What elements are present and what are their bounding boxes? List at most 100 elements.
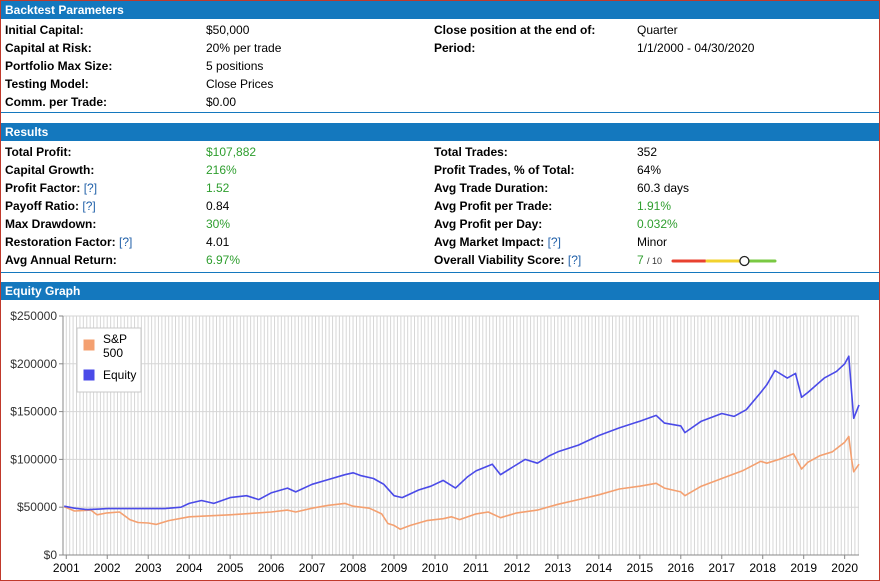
backtest-param-label-text: Initial Capital: [5,23,84,37]
backtest-param-value: 5 positions [206,59,264,73]
x-tick-label: 2012 [504,561,531,575]
result-label-text: Profit Trades, % of Total: [434,163,575,177]
legend-swatch [82,368,96,382]
result-label-text: Restoration Factor: [5,235,116,249]
backtest-param-value: 20% per trade [206,41,282,55]
backtest-param-label: Capital at Risk: [5,39,92,57]
legend-swatch [82,338,96,352]
result-label: Avg Annual Return: [5,251,117,269]
y-tick-label: $150000 [10,405,57,419]
result-value: 352 [637,145,658,159]
result-label-text: Payoff Ratio: [5,199,80,213]
result-value: 1.91% [637,199,672,213]
divider [1,272,879,273]
backtest-parameters-header: Backtest Parameters [1,1,879,19]
result-label-text: Avg Profit per Trade: [434,199,553,213]
backtest-param-label: Initial Capital: [5,21,84,39]
result-label: Max Drawdown: [5,215,96,233]
result-label: Total Trades: [434,143,508,161]
x-tick-label: 2007 [299,561,326,575]
help-link[interactable]: [?] [547,235,561,249]
backtest-param-label: Portfolio Max Size: [5,57,112,75]
result-label: Capital Growth: [5,161,94,179]
backtest-param-label: Close position at the end of: [434,21,595,39]
result-label-text: Capital Growth: [5,163,95,177]
result-value: Minor [637,235,668,249]
viability-row: Overall Viability Score: [?] [434,251,581,269]
result-label-text: Max Drawdown: [5,217,97,231]
help-link[interactable]: [?] [82,199,96,213]
result-label-text: Avg Profit per Day: [434,217,543,231]
backtest-param-label-text: Comm. per Trade: [5,95,108,109]
result-label: Payoff Ratio: [?] [5,197,96,215]
help-link[interactable]: [?] [119,235,133,249]
result-label-text: Total Profit: [5,145,72,159]
x-tick-label: 2020 [831,561,858,575]
result-label-text: Avg Market Impact: [434,235,545,249]
result-value: 64% [637,163,662,177]
result-label: Avg Market Impact: [?] [434,233,561,251]
result-value: $107,882 [206,145,257,159]
viability-help-link[interactable]: [?] [567,253,582,267]
backtest-param-value: $0.00 [206,95,237,109]
equity-graph-header: Equity Graph [1,282,879,300]
result-value: 1.52 [206,181,230,195]
result-value: 0.84 [206,199,230,213]
x-tick-label: 2010 [422,561,449,575]
result-label: Avg Profit per Trade: [434,197,552,215]
y-tick-label: $250000 [10,309,57,323]
result-value: 60.3 days [637,181,690,195]
x-tick-label: 2013 [545,561,572,575]
viability-score: 7 / 10 [637,251,662,269]
backtest-param-value: 1/1/2000 - 04/30/2020 [637,41,755,55]
result-label-text: Avg Trade Duration: [434,181,549,195]
x-tick-label: 2014 [586,561,613,575]
x-tick-label: 2002 [94,561,121,575]
backtest-param-label: Period: [434,39,475,57]
results-header: Results [1,123,879,141]
result-label: Profit Trades, % of Total: [434,161,574,179]
backtest-param-value: $50,000 [206,23,250,37]
x-tick-label: 2019 [790,561,817,575]
result-value: 216% [206,163,237,177]
x-tick-label: 2011 [463,561,489,575]
legend-label: Equity [103,368,136,382]
equity-chart: $0 $50000 $100000 $150000 $200000 $250000 2001… [10,309,860,575]
result-value: 6.97% [206,253,241,267]
viability-label: Overall Viability Score: [434,253,565,267]
result-value: 0.032% [637,217,678,231]
divider [1,112,879,113]
backtest-param-value: Close Prices [206,77,274,91]
x-tick-label: 2017 [708,561,735,575]
viability-gauge [671,255,777,267]
legend-label: S&P 500 [103,332,127,360]
x-tick-label: 2005 [217,561,244,575]
result-label-text: Profit Factor: [5,181,81,195]
x-tick-label: 2016 [667,561,694,575]
result-label-text: Avg Annual Return: [5,253,117,267]
result-label: Total Profit: [5,143,71,161]
x-tick-label: 2018 [749,561,776,575]
result-value: 30% [206,217,231,231]
viability-marker [739,255,750,267]
result-label-text: Total Trades: [434,145,508,159]
x-tick-label: 2015 [626,561,653,575]
backtest-param-label-text: Period: [434,41,476,55]
help-link[interactable]: [?] [83,181,98,195]
series-line-s-p-500 [63,435,860,530]
backtest-param-label: Comm. per Trade: [5,93,107,111]
x-tick-label: 2009 [381,561,408,575]
y-tick-label: $0 [44,548,58,562]
backtest-param-label: Testing Model: [5,75,89,93]
x-tick-label: 2008 [340,561,367,575]
backtest-param-label-text: Capital at Risk: [5,41,92,55]
y-tick-label: $100000 [10,452,57,466]
y-tick-label: $200000 [10,357,57,371]
x-tick-label: 2004 [176,561,203,575]
viability-score-value: 7 [637,253,644,267]
backtest-param-label-text: Testing Model: [5,77,89,91]
viability-score-max: / 10 [647,256,663,266]
backtest-param-label-text: Portfolio Max Size: [5,59,113,73]
y-tick-label: $50000 [17,500,57,514]
